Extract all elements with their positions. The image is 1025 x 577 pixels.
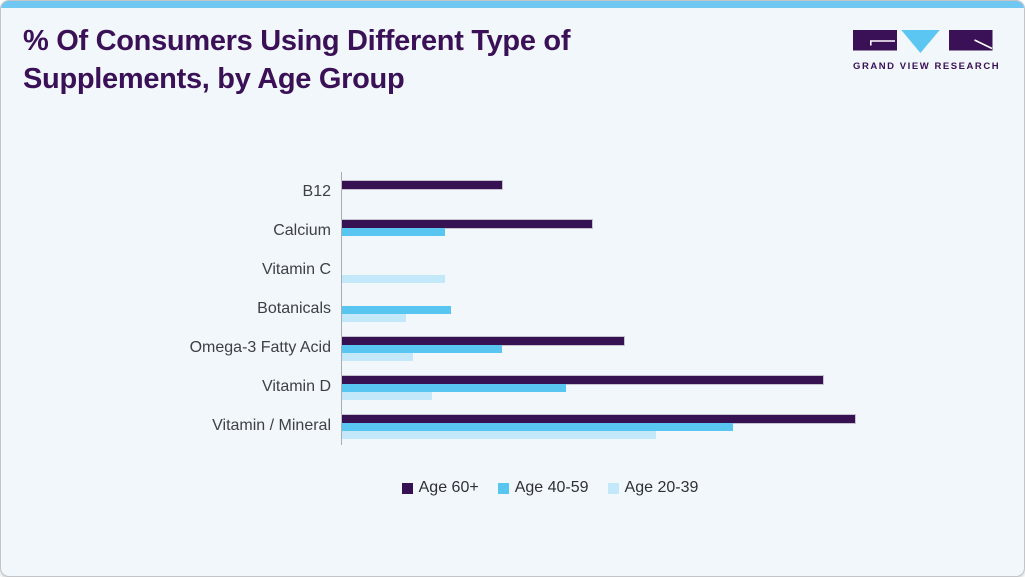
bar-age-20-39: [342, 275, 445, 283]
legend-label: Age 60+: [418, 479, 479, 496]
bar-group: [341, 367, 961, 406]
bar-age-60-: [342, 181, 503, 189]
gvr-logo-icon: [853, 30, 993, 53]
legend-item: Age 40-59: [497, 479, 589, 497]
bar-age-40-59: [342, 384, 567, 392]
chart-title-line1: % Of Consumers Using Different Type of: [23, 25, 571, 57]
chart-title: % Of Consumers Using Different Type of S…: [23, 22, 570, 98]
bar-age-20-39: [342, 392, 432, 400]
category-label: Vitamin D: [261, 378, 331, 395]
bar-chart: B12 Calcium Vitamin C Botanicals Omega-3 Fat…: [101, 172, 961, 445]
legend-label: Age 20-39: [624, 479, 699, 496]
category-label: Vitamin C: [261, 261, 331, 278]
legend-item: Age 20-39: [607, 479, 699, 497]
top-accent-bar: [1, 1, 1024, 8]
legend-swatch: [497, 482, 509, 494]
category-label: Vitamin / Mineral: [212, 417, 331, 434]
bar-group: [341, 172, 961, 211]
gvr-logo: GRAND VIEW RESEARCH: [853, 29, 1001, 72]
chart-row: B12: [101, 172, 961, 211]
bar-group: [341, 406, 961, 445]
legend-swatch: [607, 482, 619, 494]
bar-group: [341, 250, 961, 289]
category-label: Omega-3 Fatty Acid: [189, 339, 331, 356]
chart-row: Omega-3 Fatty Acid: [101, 328, 961, 367]
category-label: Calcium: [273, 222, 331, 239]
chart-row: Botanicals: [101, 289, 961, 328]
legend-item: Age 60+: [401, 479, 479, 497]
category-label: Botanicals: [257, 300, 331, 317]
chart-legend: Age 60+ Age 40-59 Age 20-39: [76, 477, 1024, 499]
chart-rows: B12 Calcium Vitamin C Botanicals Omega-3 Fat…: [101, 172, 961, 445]
bar-age-60-: [342, 337, 624, 345]
chart-row: Calcium: [101, 211, 961, 250]
bar-age-20-39: [342, 353, 413, 361]
bar-group: [341, 211, 961, 250]
legend-swatch: [401, 482, 413, 494]
gvr-logo-text: GRAND VIEW RESEARCH: [853, 61, 1001, 72]
category-label: B12: [302, 183, 331, 200]
chart-row: Vitamin D: [101, 367, 961, 406]
bar-age-60-: [342, 415, 855, 423]
bar-group: [341, 289, 961, 328]
bar-age-40-59: [342, 345, 503, 353]
bar-age-20-39: [342, 431, 657, 439]
bar-age-40-59: [342, 306, 451, 314]
bar-age-40-59: [342, 228, 445, 236]
chart-title-line2: Supplements, by Age Group: [23, 63, 405, 95]
chart-row: Vitamin / Mineral: [101, 406, 961, 445]
bar-age-60-: [342, 376, 823, 384]
chart-row: Vitamin C: [101, 250, 961, 289]
legend-label: Age 40-59: [514, 479, 589, 496]
bar-age-20-39: [342, 314, 407, 322]
bar-age-40-59: [342, 423, 733, 431]
bar-group: [341, 328, 961, 367]
bar-age-60-: [342, 220, 592, 228]
